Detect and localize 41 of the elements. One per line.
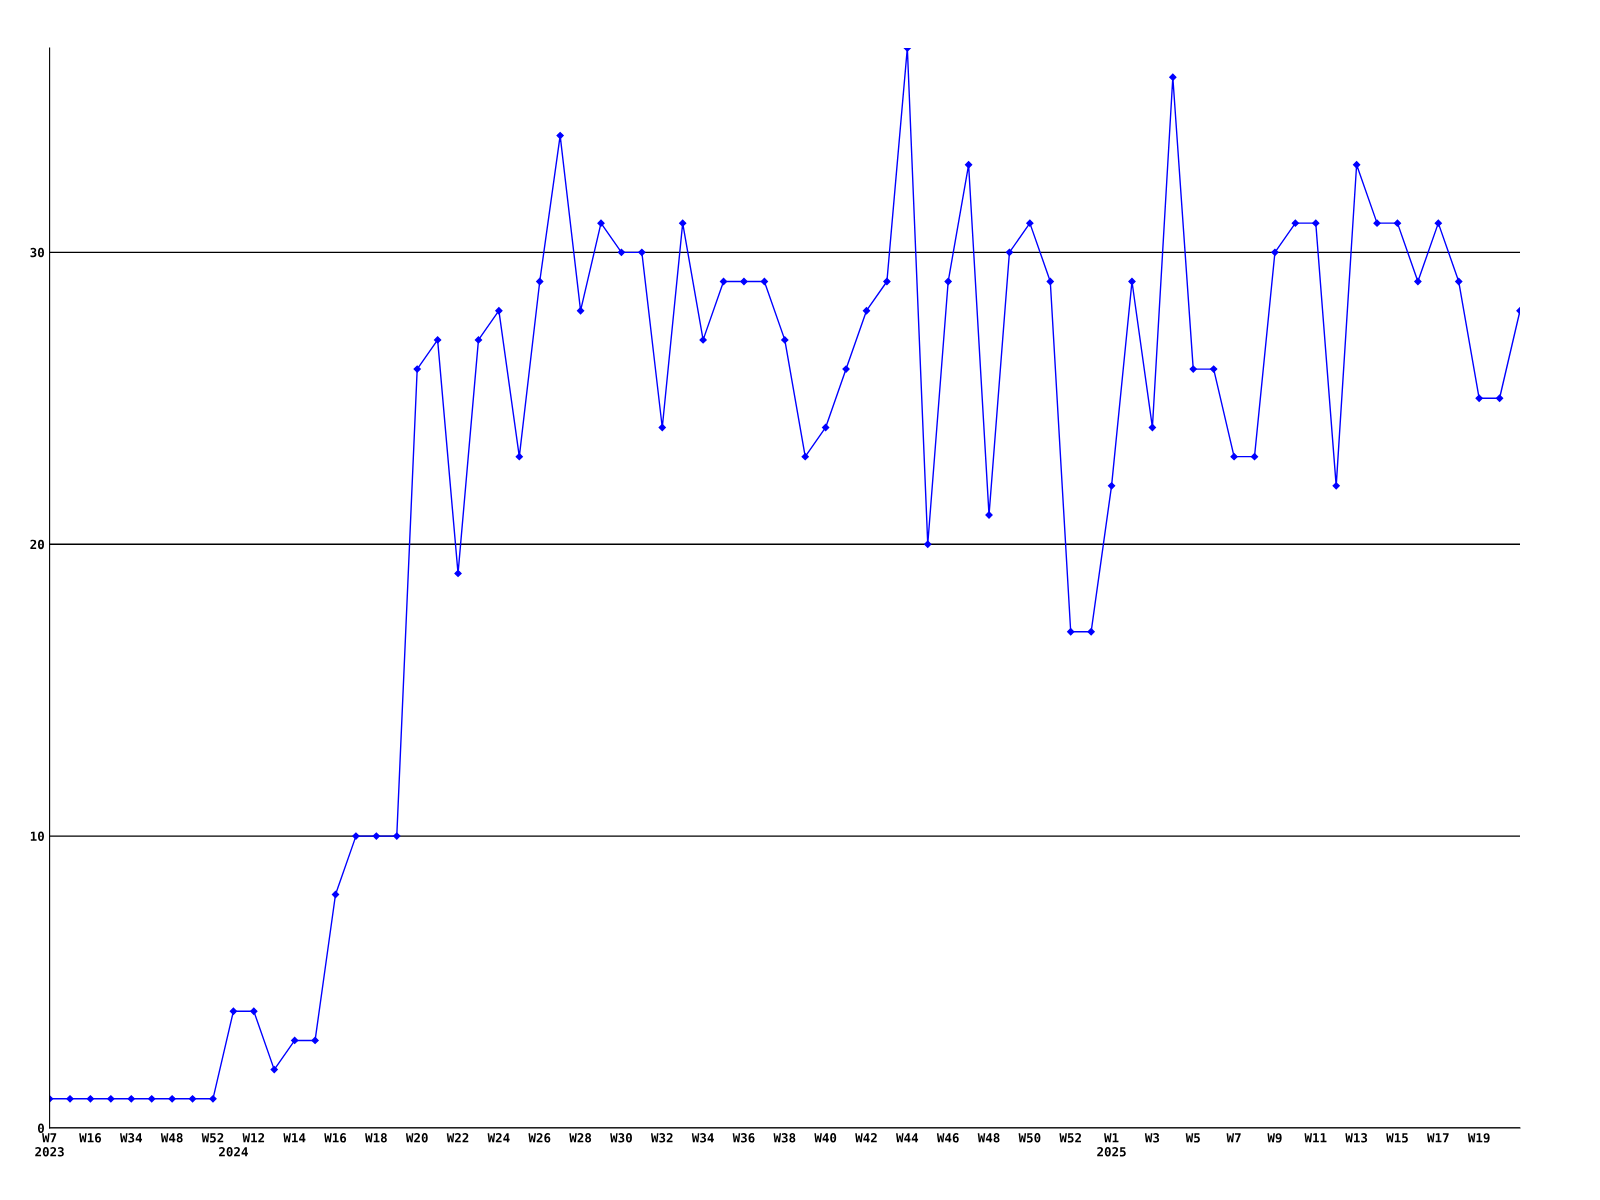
x-tick-label: W14: [283, 1133, 306, 1143]
x-tick-label: W34: [120, 1133, 143, 1143]
x-tick-label: W7: [1226, 1133, 1241, 1143]
x-tick-label: W30: [610, 1133, 632, 1143]
x-tick-label: W11: [1304, 1133, 1327, 1143]
x-tick-label: W7 2023: [35, 1133, 64, 1157]
x-tick-label: W12: [242, 1133, 265, 1143]
x-tick-label: W46: [936, 1133, 959, 1143]
x-tick-label: W17: [1427, 1133, 1449, 1143]
x-tick-label: W36: [732, 1133, 755, 1143]
x-tick-label: W52: [1059, 1133, 1081, 1143]
x-tick-label: W48: [977, 1133, 1000, 1143]
x-tick-label: W13: [1345, 1133, 1368, 1143]
x-tick-label: W52: [201, 1133, 224, 1143]
x-tick-label: W22: [446, 1133, 469, 1143]
x-tick-label: W38: [773, 1133, 796, 1143]
x-tick-label: W42: [855, 1133, 877, 1143]
y-tick-label: 10: [30, 831, 44, 842]
x-tick-label: W24: [487, 1133, 510, 1143]
x-tick-label: W15: [1386, 1133, 1408, 1143]
x-tick-label: W32: [650, 1133, 673, 1143]
x-tick-label: 2024: [219, 1147, 248, 1157]
x-tick-label: W40: [814, 1133, 837, 1143]
x-tick-label: W20: [405, 1133, 428, 1143]
x-tick-label: W1 2025: [1097, 1133, 1126, 1157]
x-tick-label: W48: [160, 1133, 183, 1143]
x-tick-label: W16: [324, 1133, 347, 1143]
x-tick-label: W34: [691, 1133, 714, 1143]
x-tick-label: W16: [79, 1133, 102, 1143]
x-tick-label: W50: [1018, 1133, 1041, 1143]
x-tick-label: W18: [365, 1133, 387, 1143]
x-tick-label: W26: [528, 1133, 551, 1143]
x-tick-label: W3: [1144, 1133, 1160, 1143]
y-tick-label: 30: [30, 247, 44, 258]
x-tick-label: W44: [896, 1133, 919, 1143]
x-tick-label: W5: [1185, 1133, 1200, 1143]
y-tick-label: 20: [30, 539, 44, 550]
y-tick-label: 0: [37, 1123, 44, 1133]
x-tick-label: W9: [1267, 1133, 1282, 1143]
x-tick-label: W19: [1467, 1133, 1490, 1143]
x-tick-label: W28: [569, 1133, 592, 1143]
